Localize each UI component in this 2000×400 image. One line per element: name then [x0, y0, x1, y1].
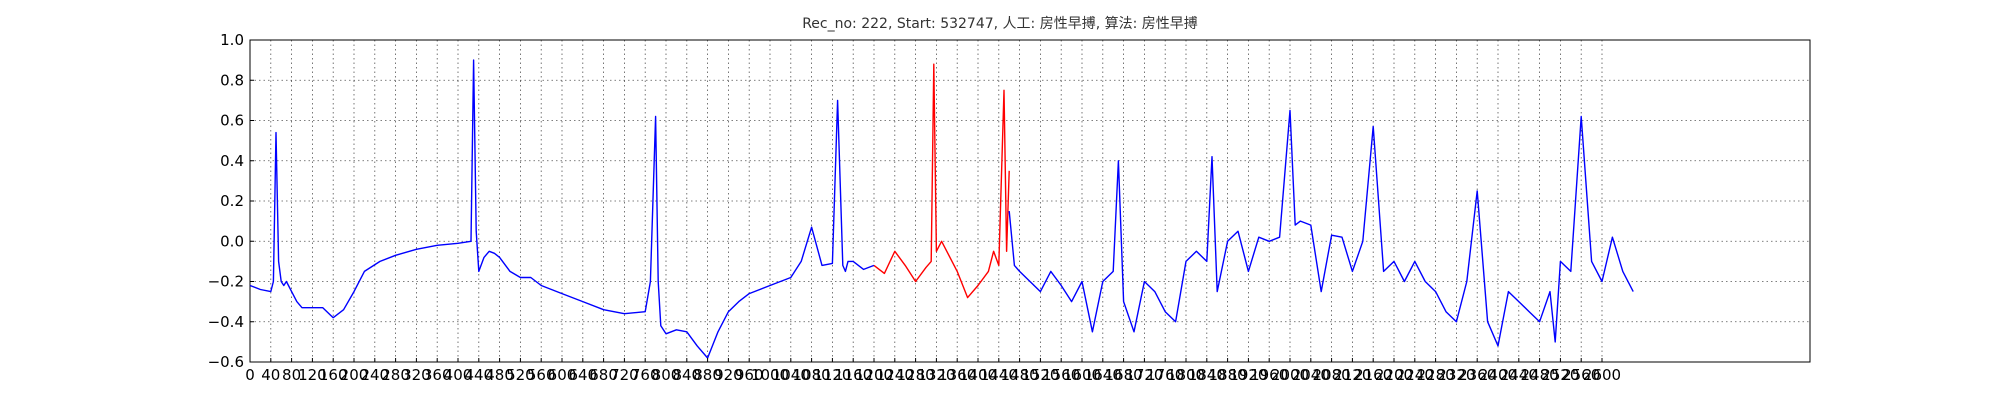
x-tick-label: 400: [444, 366, 473, 384]
x-tick-label: 200: [340, 366, 369, 384]
x-tick-label: 1080: [793, 366, 831, 384]
x-tick-label: 280: [381, 366, 410, 384]
x-tick-label: 1760: [1146, 366, 1184, 384]
x-tick-label: 160: [319, 366, 348, 384]
x-tick-label: 1440: [980, 366, 1018, 384]
x-tick-label: 2000: [1271, 366, 1309, 384]
x-axis-ticks: 0 40 8012016020024028032036040044048052056…: [245, 358, 1621, 384]
x-tick-label: 1640: [1084, 366, 1122, 384]
x-tick-label: 2480: [1521, 366, 1559, 384]
x-tick-label: 800: [652, 366, 681, 384]
x-tick-label: 1400: [959, 366, 997, 384]
series-layer: [249, 59, 1634, 359]
x-tick-label: 2520: [1541, 366, 1579, 384]
y-tick-label: −0.6: [208, 353, 244, 371]
y-tick-label: −0.2: [208, 273, 244, 291]
x-tick-label: 360: [423, 366, 452, 384]
x-tick-label: 1280: [897, 366, 935, 384]
x-tick-label: 240: [360, 366, 389, 384]
x-tick-label: 1560: [1042, 366, 1080, 384]
x-tick-label: 920: [714, 366, 743, 384]
y-tick-label: 0.2: [220, 192, 244, 210]
x-tick-label: 2040: [1292, 366, 1330, 384]
ecg-trace-segment-1: [249, 59, 875, 359]
x-tick-label: 1160: [834, 366, 872, 384]
x-tick-label: 80: [282, 366, 301, 384]
chart-title: Rec_no: 222, Start: 532747, 人工: 房性早搏, 算法…: [802, 15, 1198, 32]
x-tick-label: 2240: [1396, 366, 1434, 384]
x-tick-label: 2600: [1583, 366, 1621, 384]
x-tick-label: 560: [527, 366, 556, 384]
x-tick-label: 1000: [751, 366, 789, 384]
x-tick-label: 1520: [1021, 366, 1059, 384]
x-tick-label: 840: [672, 366, 701, 384]
x-tick-label: 1720: [1125, 366, 1163, 384]
x-tick-label: 640: [568, 366, 597, 384]
x-tick-label: 1600: [1063, 366, 1101, 384]
y-axis-ticks: 1.0 0.8 0.6 0.4 0.2 0.0 −0.2 −0.4 −0.6: [208, 31, 254, 371]
x-tick-label: 320: [402, 366, 431, 384]
x-tick-label: 2320: [1437, 366, 1475, 384]
y-tick-label: 0.6: [220, 112, 244, 130]
x-tick-label: 1200: [855, 366, 893, 384]
x-tick-label: 2280: [1417, 366, 1455, 384]
x-tick-label: 1240: [876, 366, 914, 384]
x-tick-label: 2080: [1313, 366, 1351, 384]
x-tick-label: 1960: [1250, 366, 1288, 384]
x-tick-label: 720: [610, 366, 639, 384]
x-tick-label: 1920: [1229, 366, 1267, 384]
x-tick-label: 40: [261, 366, 280, 384]
x-tick-label: 1680: [1105, 366, 1143, 384]
x-tick-label: 880: [693, 366, 722, 384]
x-tick-label: 1480: [1001, 366, 1039, 384]
x-tick-label: 1360: [938, 366, 976, 384]
x-tick-label: 2560: [1562, 366, 1600, 384]
x-tick-label: 440: [464, 366, 493, 384]
x-tick-label: 2360: [1458, 366, 1496, 384]
y-tick-label: −0.4: [208, 313, 244, 331]
x-tick-label: 2120: [1333, 366, 1371, 384]
x-tick-label: 600: [548, 366, 577, 384]
y-tick-label: 1.0: [220, 31, 244, 49]
x-tick-label: 480: [485, 366, 514, 384]
x-tick-label: 760: [631, 366, 660, 384]
x-tick-label: 2440: [1500, 366, 1538, 384]
x-tick-label: 960: [735, 366, 764, 384]
x-tick-label: 1040: [772, 366, 810, 384]
x-tick-label: 0: [245, 366, 255, 384]
y-tick-label: 0.8: [220, 71, 244, 89]
x-tick-label: 2400: [1479, 366, 1517, 384]
x-tick-label: 1320: [917, 366, 955, 384]
x-tick-label: 680: [589, 366, 618, 384]
x-tick-label: 1120: [813, 366, 851, 384]
x-tick-label: 2160: [1354, 366, 1392, 384]
x-tick-label: 1840: [1188, 366, 1226, 384]
x-tick-label: 520: [506, 366, 535, 384]
x-tick-label: 2200: [1375, 366, 1413, 384]
ecg-trace-segment-3: [1008, 109, 1634, 347]
y-tick-label: 0.4: [220, 152, 244, 170]
ecg-trace-segment-2: [873, 63, 1010, 299]
x-tick-label: 1800: [1167, 366, 1205, 384]
y-tick-label: 0.0: [220, 232, 244, 250]
x-tick-label: 120: [298, 366, 327, 384]
x-tick-label: 1880: [1209, 366, 1247, 384]
